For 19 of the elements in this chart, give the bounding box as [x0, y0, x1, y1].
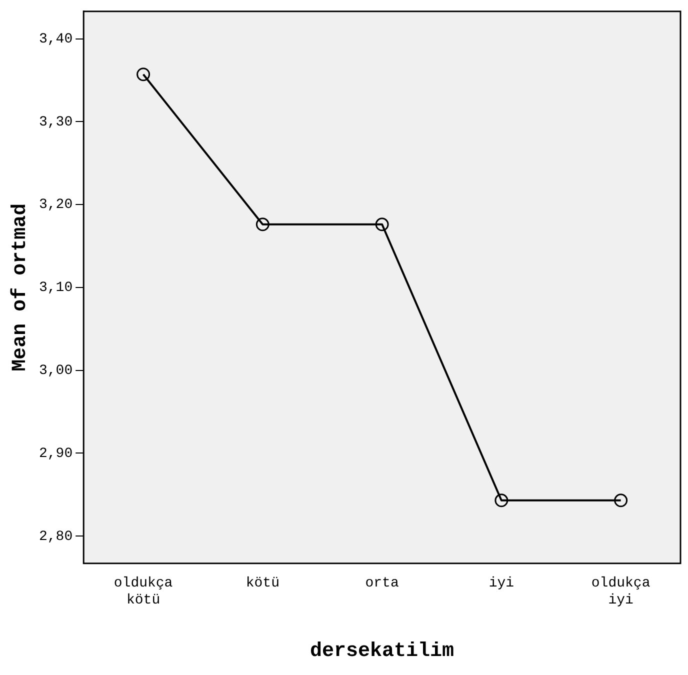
- y-tick-label: 3,00: [38, 362, 73, 379]
- x-axis-title: dersekatilim: [310, 640, 454, 664]
- x-tick-label: orta: [365, 576, 399, 592]
- y-axis-title: Mean of ortmad: [9, 203, 32, 372]
- x-tick-label: oldukça kötü: [114, 576, 173, 608]
- point: [614, 494, 628, 508]
- x-tick-label: iyi: [488, 576, 514, 592]
- y-tick-label: 3,30: [38, 114, 73, 130]
- x-tick-label: kötü: [246, 576, 280, 592]
- point: [375, 218, 389, 232]
- y-tick-label: 3,20: [38, 197, 73, 214]
- x-tick-label: oldukça iyi: [591, 576, 650, 608]
- y-tick-label: 3,10: [38, 280, 73, 296]
- y-tick-label: 3,40: [38, 31, 73, 48]
- y-tick-label: 2,80: [38, 528, 73, 545]
- y-tick-label: 2,90: [38, 446, 73, 462]
- point: [256, 218, 270, 232]
- point: [494, 494, 508, 508]
- point: [136, 68, 150, 82]
